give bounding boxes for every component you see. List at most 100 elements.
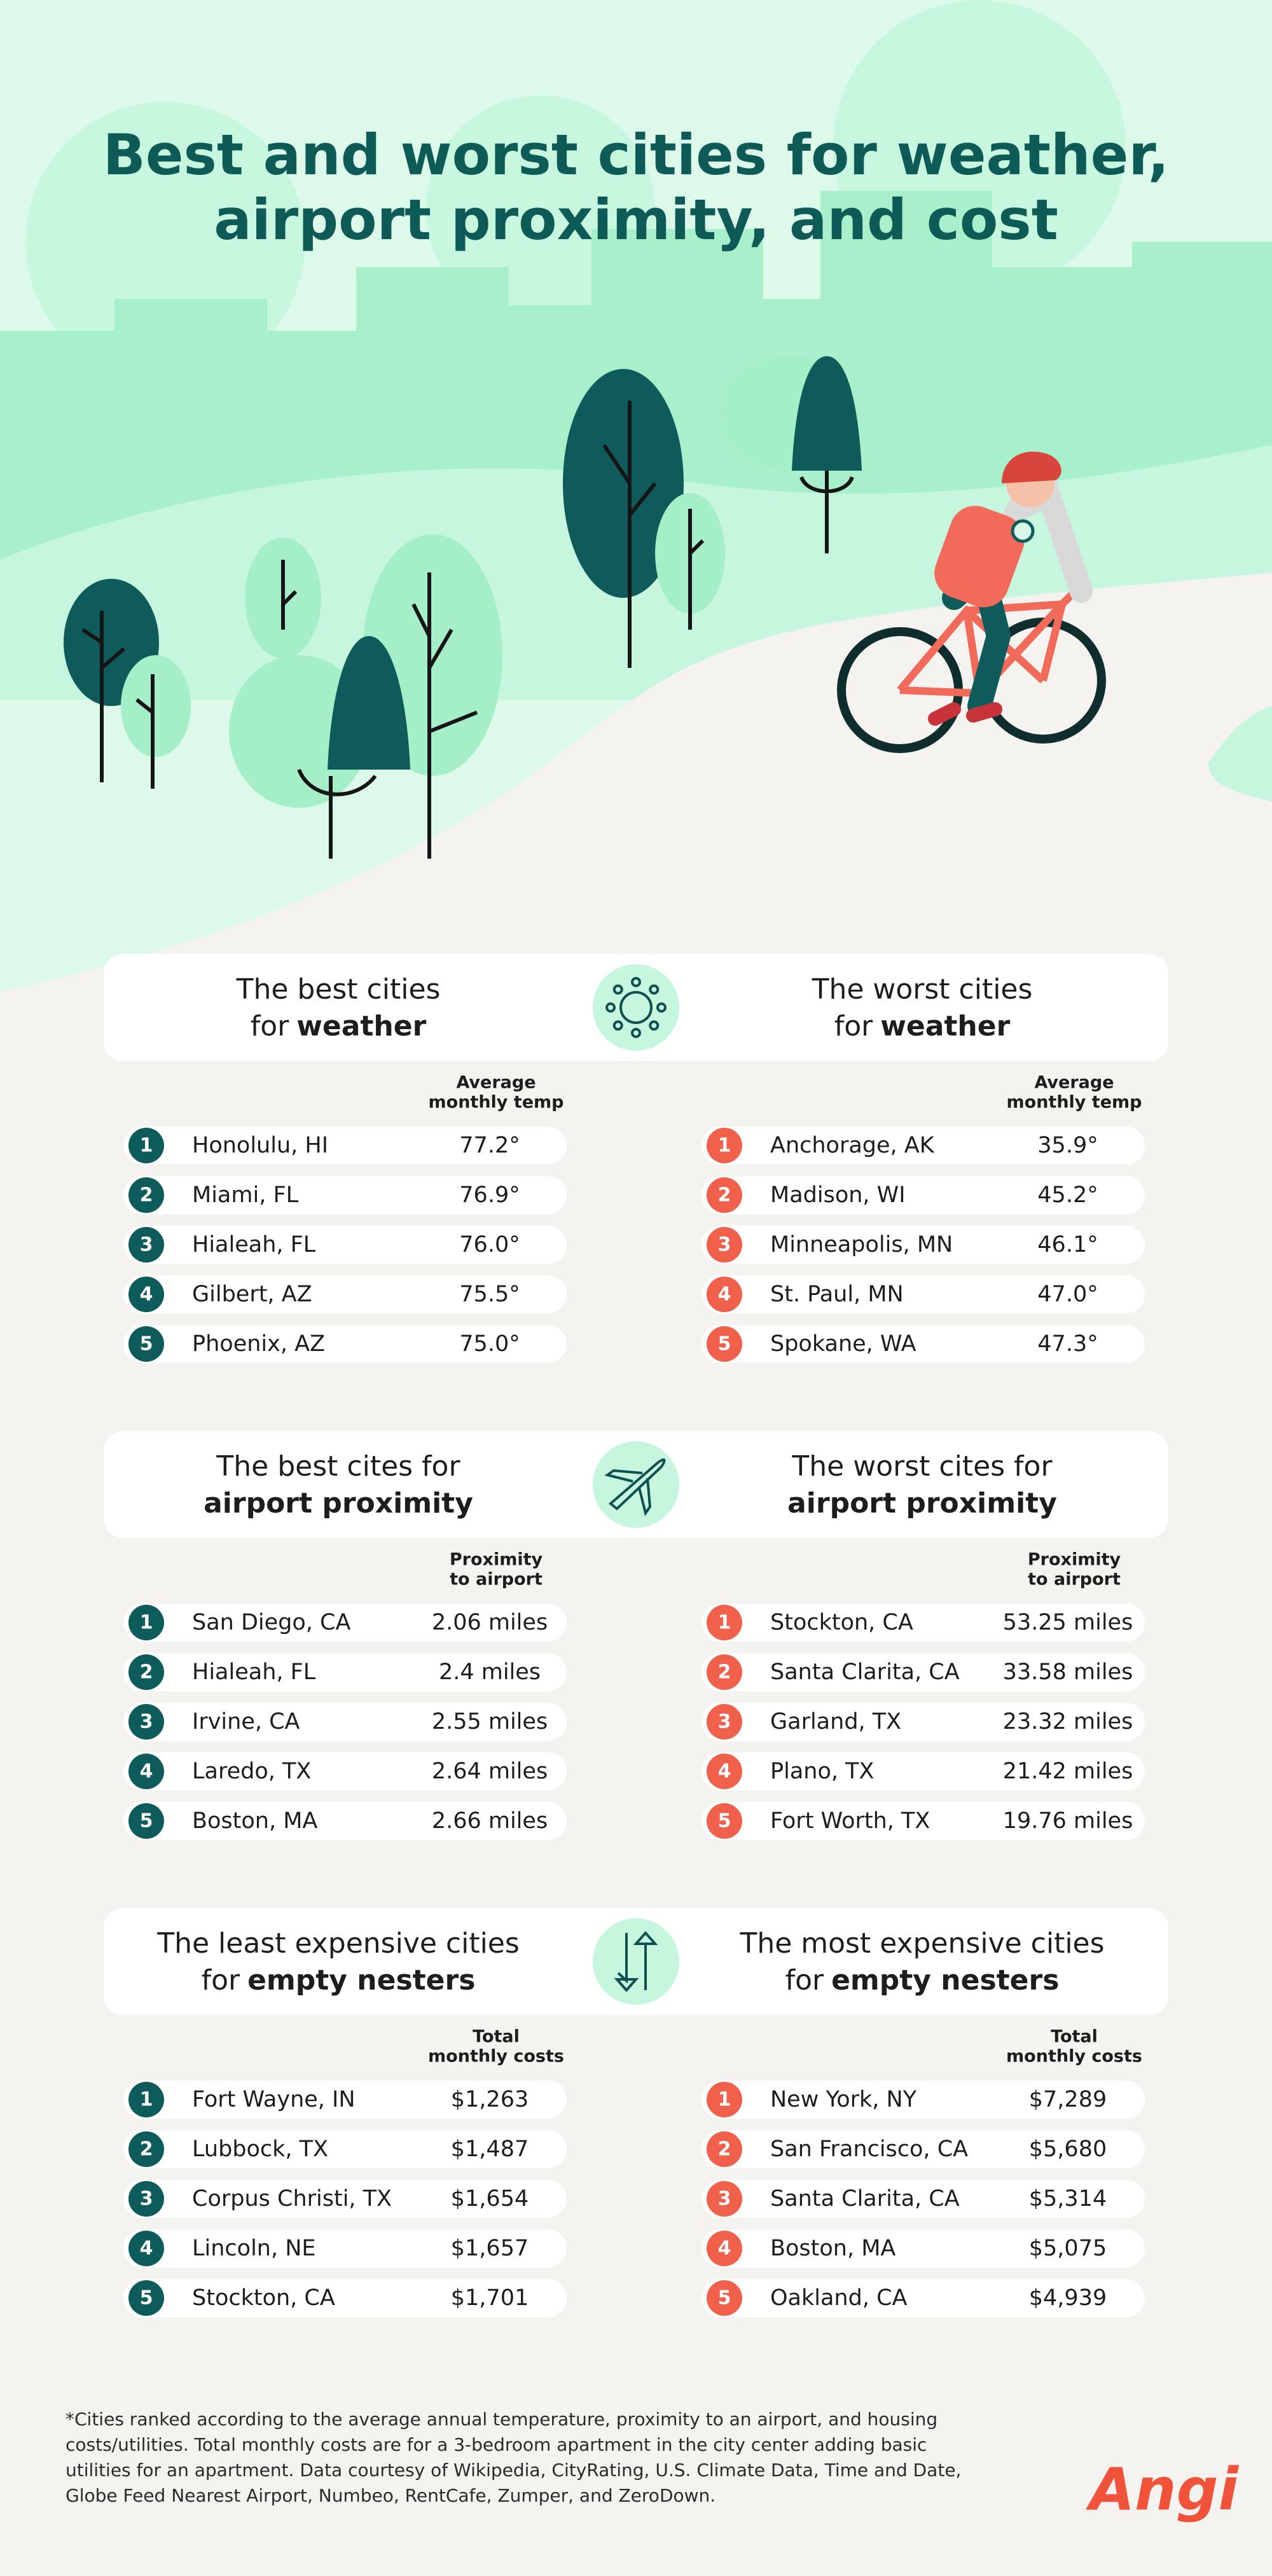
row-pill: [123, 2081, 567, 2119]
city: Stockton, CA: [192, 2285, 335, 2311]
rank: 2: [140, 1184, 153, 1207]
heading-line: The best cities: [236, 973, 441, 1006]
rank-badge: [707, 1326, 742, 1362]
value: 46.1°: [1037, 1232, 1098, 1257]
sun-ray: [656, 1002, 667, 1013]
heading-line: for weather: [251, 1010, 427, 1042]
rank: 4: [718, 1284, 731, 1306]
footnote: *Cities ranked according to the average …: [66, 2409, 961, 2506]
rank-badge: [128, 1177, 164, 1213]
rank: 1: [140, 1135, 153, 1157]
sun-ray: [631, 977, 641, 987]
city: Gilbert, AZ: [192, 1282, 312, 1307]
heading-line: The worst cities: [812, 973, 1033, 1006]
city: San Diego, CA: [192, 1610, 351, 1635]
value: 19.76 miles: [1003, 1808, 1133, 1834]
column-header: Total: [1051, 2027, 1098, 2047]
value: $4,939: [1029, 2285, 1107, 2311]
rank-badge: [707, 2082, 742, 2117]
rank: 5: [140, 1810, 153, 1832]
heading-text: for: [251, 1010, 289, 1042]
city: Phoenix, AZ: [192, 1331, 325, 1357]
rank-badge: [128, 2280, 164, 2316]
rank-badge: [128, 1754, 164, 1789]
row-pill: [702, 1176, 1145, 1214]
heading-line: The best cites for: [216, 1450, 460, 1483]
icon-badge: [593, 1918, 679, 2005]
rank-badge: [128, 2181, 164, 2217]
heading-line: for empty nesters: [785, 1964, 1060, 1997]
rank: 2: [718, 1184, 731, 1207]
rank: 3: [718, 2188, 731, 2210]
row-pill: [702, 2229, 1145, 2268]
section: The best cites for airport proximity Proxi…: [104, 1431, 1168, 1840]
column-header: Total: [473, 2027, 520, 2047]
city: Fort Wayne, IN: [192, 2087, 356, 2112]
rank: 5: [718, 1333, 731, 1355]
sun-ray: [605, 1002, 616, 1013]
city: San Francisco, CA: [770, 2136, 968, 2162]
heading-line: for empty nesters: [202, 1964, 476, 1997]
sun-ray: [649, 1020, 660, 1031]
city: Irvine, CA: [192, 1709, 300, 1735]
column-header: to airport: [1028, 1570, 1121, 1589]
section: The least expensive cities for empty neste…: [104, 1908, 1168, 2317]
heading-emphasis: empty nesters: [247, 1964, 475, 1997]
city: Anchorage, AK: [770, 1133, 935, 1158]
value: 47.0°: [1037, 1282, 1098, 1307]
rank-badge: [128, 1704, 164, 1740]
heading-line: airport proximity: [204, 1487, 473, 1520]
rank-badge: [128, 1803, 164, 1839]
rank: 3: [140, 2188, 153, 2210]
value: 23.32 miles: [1003, 1709, 1133, 1735]
city: Honolulu, HI: [192, 1133, 328, 1158]
rank: 2: [140, 2138, 153, 2161]
rank-badge: [128, 2131, 164, 2167]
value: 33.58 miles: [1003, 1659, 1133, 1685]
logo: Angi: [1086, 2455, 1240, 2523]
rank-badge: [707, 1654, 742, 1690]
rank: 4: [140, 2238, 153, 2260]
value: 2.55 miles: [432, 1709, 548, 1735]
column-header: Proximity: [450, 1550, 543, 1570]
heading-line: The least expensive cities: [156, 1927, 520, 1960]
city: Minneapolis, MN: [770, 1232, 953, 1257]
arrows-icon: [614, 1930, 658, 1993]
footnote-line: Globe Feed Nearest Airport, Numbeo, Rent…: [66, 2485, 716, 2506]
city: Plano, TX: [770, 1759, 874, 1784]
rank: 1: [718, 1135, 731, 1157]
city: Spokane, WA: [770, 1331, 916, 1357]
row-pill: [702, 1226, 1145, 1264]
value: 53.25 miles: [1003, 1610, 1133, 1635]
rank: 3: [718, 1234, 731, 1256]
row-pill: [702, 1653, 1145, 1691]
row-pill: [123, 1752, 567, 1790]
value: $1,263: [451, 2087, 529, 2112]
footnote-line: *Cities ranked according to the average …: [66, 2409, 937, 2430]
rank: 1: [140, 1612, 153, 1634]
rank: 5: [140, 2287, 153, 2309]
rank-badge: [707, 1227, 742, 1263]
column-header: Proximity: [1028, 1550, 1121, 1570]
rank: 4: [140, 1761, 153, 1783]
heading-text: for: [834, 1010, 873, 1042]
city: Boston, MA: [770, 2236, 895, 2261]
rank-badge: [707, 1128, 742, 1163]
title-line: airport proximity, and cost: [214, 187, 1058, 253]
rank-badge: [707, 1605, 742, 1640]
value: 45.2°: [1037, 1182, 1098, 1208]
value: 76.0°: [459, 1232, 520, 1257]
value: $1,654: [451, 2186, 529, 2212]
row-pill: [123, 2180, 567, 2218]
row-pill: [123, 1325, 567, 1363]
row-pill: [702, 1275, 1145, 1313]
heading-line: for weather: [834, 1010, 1011, 1042]
value: 35.9°: [1037, 1133, 1098, 1158]
heading-line: airport proximity: [787, 1487, 1057, 1520]
heading-emphasis: airport proximity: [204, 1487, 473, 1520]
rank-badge: [128, 1128, 164, 1163]
row-pill: [702, 1603, 1145, 1642]
